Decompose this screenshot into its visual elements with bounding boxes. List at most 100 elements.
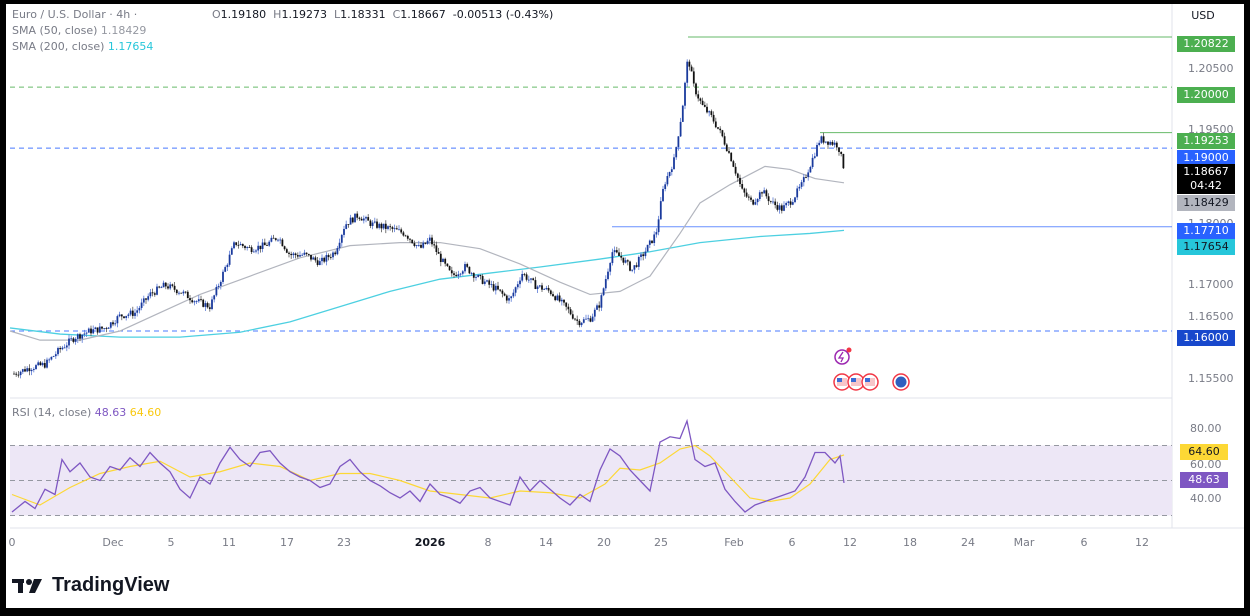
candle-body [789,201,792,205]
rsi-legend[interactable]: RSI (14, close) 48.63 64.60 [12,406,162,419]
candle-body [840,151,843,154]
time-tick: 12 [1135,536,1149,549]
candle-body [26,368,29,372]
candle-body [567,306,570,310]
candle-body [28,368,31,372]
candle-body [466,264,469,267]
candle-body [688,61,691,67]
candle-body [217,285,220,287]
candle-body [393,228,396,230]
candle-body [745,192,748,197]
candle-body [642,254,645,257]
eu-flag-icon [895,376,907,388]
candle-body [118,314,121,317]
candle-body [505,295,508,301]
candle-body [261,242,264,250]
symbol-title[interactable]: Euro / U.S. Dollar · 4h · [12,8,138,21]
tradingview-logo-icon [12,578,42,593]
candle-body [246,247,249,249]
candle-body [365,217,367,219]
candle-body [653,234,656,243]
candle-body [288,252,290,254]
candle-body [835,142,838,148]
candle-body [266,245,268,246]
candle-body [763,190,766,194]
candle-body [767,196,770,202]
candle-body [398,229,400,231]
candle-body [153,293,156,295]
candle-body [721,130,724,137]
candle-body [138,307,141,311]
candle-body [351,217,354,223]
candle-body [457,274,460,277]
candle-body [538,285,541,287]
candle-body [219,281,222,286]
candle-body [24,369,26,372]
candle-body [380,223,383,229]
candle-body [85,332,88,334]
candle-body [776,205,779,210]
candle-body [488,280,491,285]
candle-body [428,237,431,241]
candle-body [644,251,647,257]
rsi-tag: 48.63 [1180,472,1228,488]
ohlc-values: O1.19180 H1.19273 L1.18331 C1.18667 -0.0… [212,8,554,21]
candle-body [536,286,539,289]
candle-body [543,289,546,290]
candle-body [112,322,114,325]
price-tag: 1.20822 [1177,36,1235,52]
candle-body [134,312,136,316]
candle-body [406,235,409,239]
candle-body [222,271,224,282]
candle-body [576,319,579,321]
candle-body [831,141,834,145]
candle-body [609,263,612,272]
candle-body [402,232,405,236]
candle-body [677,136,680,148]
candle-body [516,284,519,288]
candle-body [805,177,807,178]
candle-body [622,257,625,263]
candle-body [809,167,812,173]
candle-body [450,270,453,274]
candle-body [41,363,44,366]
time-tick: 18 [903,536,917,549]
sma50-legend[interactable]: SMA (50, close) 1.18429 [12,24,147,37]
candle-body [681,105,684,122]
sma200-legend[interactable]: SMA (200, close) 1.17654 [12,40,154,53]
candle-body [184,291,187,293]
candle-body [758,192,761,199]
candle-body [358,217,361,219]
candle-body [747,196,750,198]
candle-body [785,202,788,206]
candle-body [512,292,515,297]
candle-body [294,253,297,256]
candle-body [54,354,57,357]
currency-button[interactable]: USD [1191,9,1215,22]
candle-body [472,273,475,278]
candle-body [593,309,596,317]
candle-body [811,157,814,168]
candle-body [626,260,629,262]
candle-body [191,300,194,303]
candle-body [571,314,574,319]
candle-body [395,228,398,230]
candle-body [189,298,191,301]
candle-body [230,248,233,255]
candle-body [257,245,260,251]
candle-body [415,245,418,246]
price-tag: 1.18667 [1177,164,1235,180]
rsi-line [11,418,845,513]
candle-body [277,239,279,241]
candle-body [710,111,713,115]
candle-body [233,242,235,249]
candle-body [673,157,675,170]
candle-body [475,276,477,278]
candle-body [281,239,284,247]
time-tick: 17 [280,536,294,549]
candle-body [662,188,664,202]
candle-body [699,98,702,101]
candle-body [400,229,403,233]
candle-body [327,255,330,258]
